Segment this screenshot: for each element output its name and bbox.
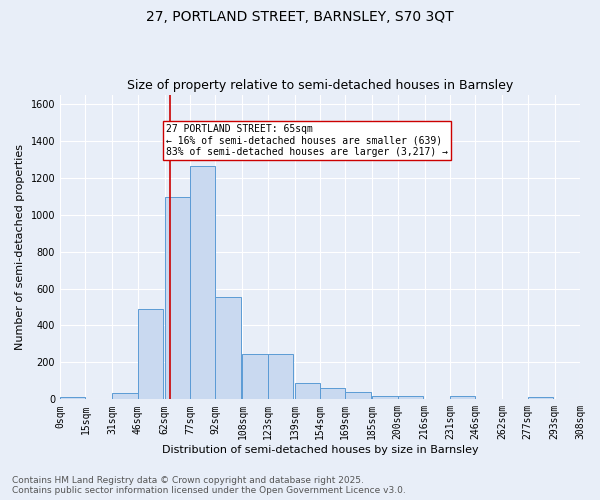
Bar [398,396,423,400]
Bar [60,398,85,400]
Bar [527,396,553,400]
Bar [190,166,215,400]
Text: 27, PORTLAND STREET, BARNSLEY, S70 3QT: 27, PORTLAND STREET, BARNSLEY, S70 3QT [146,10,454,24]
Bar [450,396,475,400]
Bar [242,354,268,400]
Title: Size of property relative to semi-detached houses in Barnsley: Size of property relative to semi-detach… [127,79,513,92]
Bar [295,382,320,400]
Text: 27 PORTLAND STREET: 65sqm
← 16% of semi-detached houses are smaller (639)
83% of: 27 PORTLAND STREET: 65sqm ← 16% of semi-… [166,124,448,158]
Text: Contains HM Land Registry data © Crown copyright and database right 2025.
Contai: Contains HM Land Registry data © Crown c… [12,476,406,495]
X-axis label: Distribution of semi-detached houses by size in Barnsley: Distribution of semi-detached houses by … [162,445,478,455]
Bar [346,392,371,400]
Bar [137,309,163,400]
Bar [373,396,398,400]
Y-axis label: Number of semi-detached properties: Number of semi-detached properties [15,144,25,350]
Bar [320,388,346,400]
Bar [268,354,293,400]
Bar [215,297,241,400]
Bar [165,197,190,400]
Bar [112,393,137,400]
